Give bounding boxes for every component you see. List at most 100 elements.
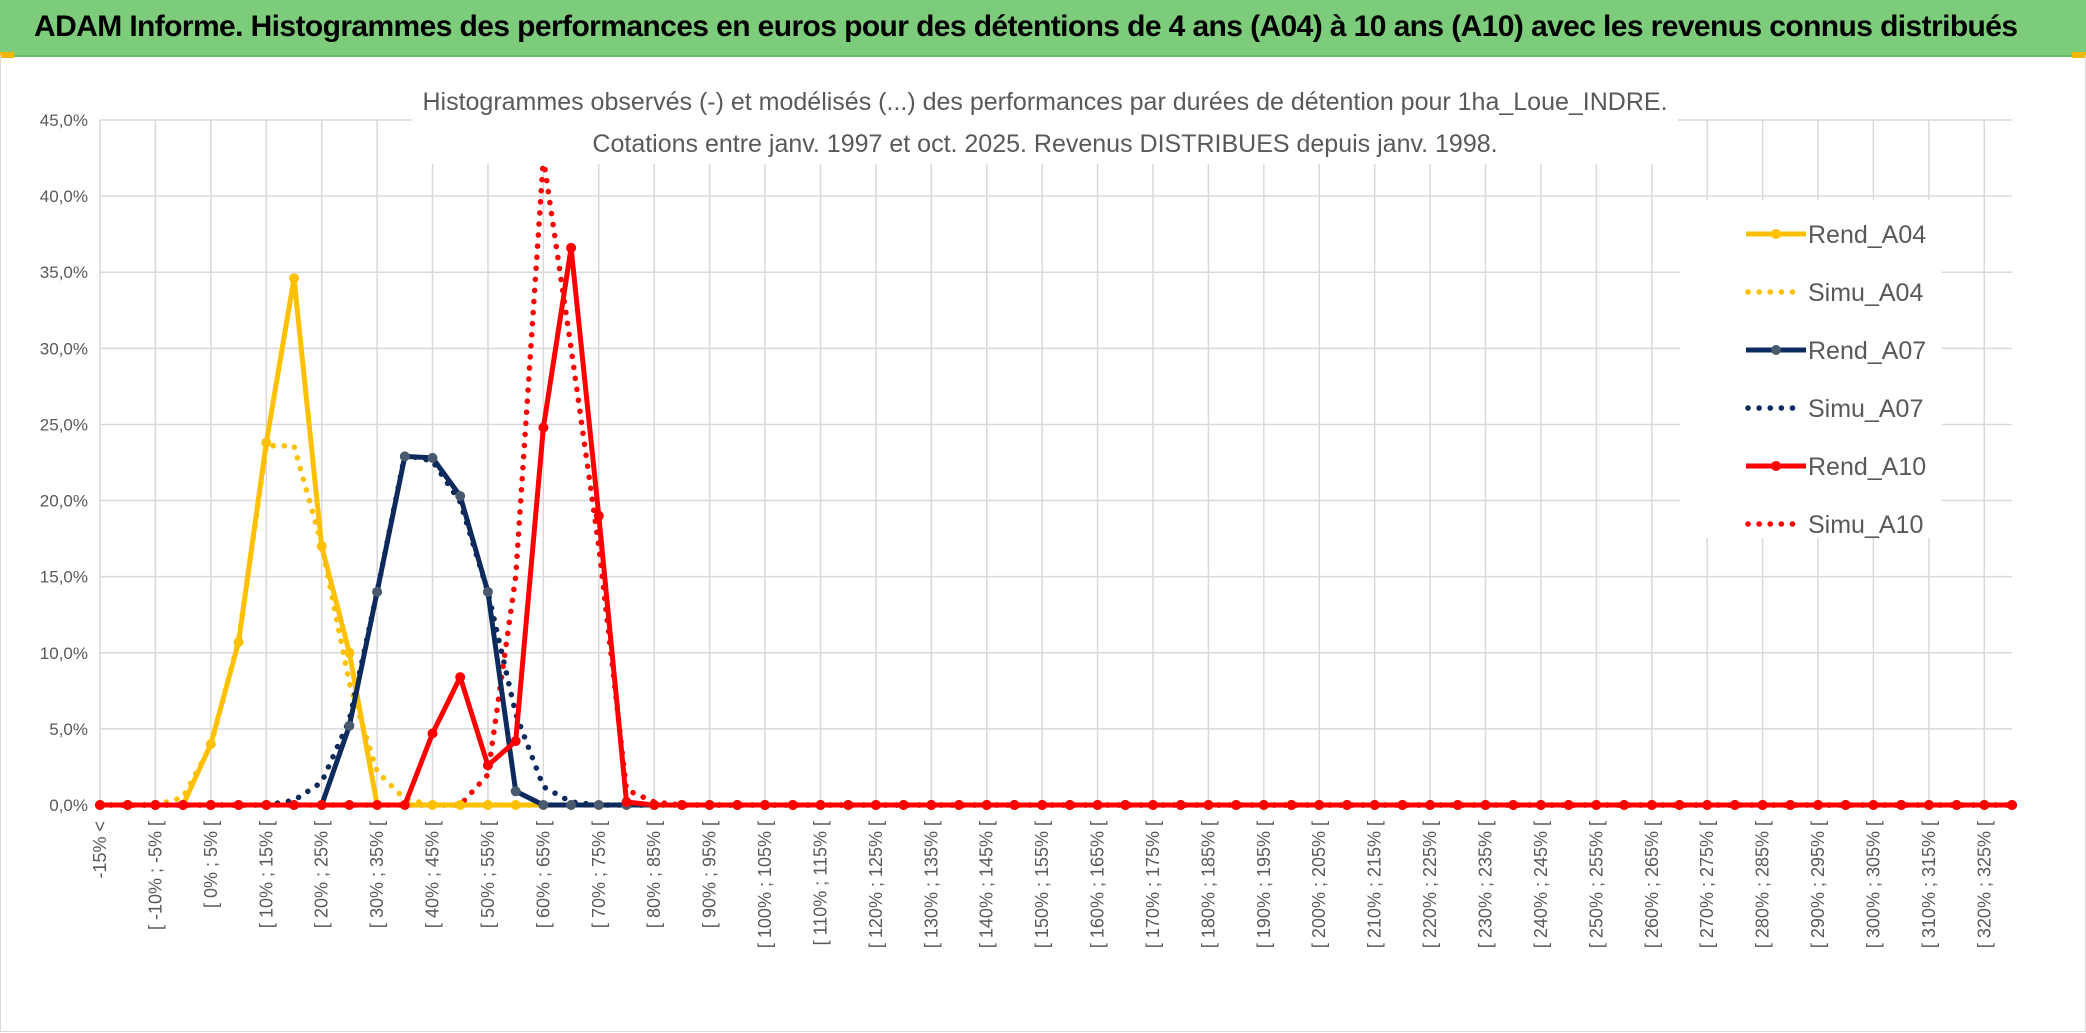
point-rend_a07 bbox=[399, 451, 410, 462]
point-rend_a10 bbox=[732, 800, 743, 810]
point-rend_a10 bbox=[815, 800, 826, 810]
legend: Rend_A04 Simu_A04 Rend_A07 Simu_A07 Rend_A10… bbox=[1680, 200, 1942, 539]
x-tick-label: [ 70% ; 75% [ bbox=[589, 821, 609, 928]
point-rend_a10 bbox=[1397, 800, 1408, 810]
legend-marker-rend_a07 bbox=[1771, 345, 1781, 355]
point-rend_a10 bbox=[372, 800, 383, 810]
point-rend_a10 bbox=[1286, 800, 1297, 810]
x-tick-label: [ -10% ; -5% [ bbox=[145, 821, 165, 930]
x-tick-label: [ 270% ; 275% [ bbox=[1697, 821, 1717, 948]
point-rend_a10 bbox=[150, 800, 161, 810]
x-tick-label: [ 170% ; 175% [ bbox=[1143, 821, 1163, 948]
x-tick-label: [ 40% ; 45% [ bbox=[423, 821, 443, 928]
x-tick-label: [ 60% ; 65% [ bbox=[533, 821, 553, 928]
point-rend_a07 bbox=[593, 800, 604, 810]
legend-label-simu_a07: Simu_A07 bbox=[1808, 395, 1923, 423]
legend-marker-rend_a04 bbox=[1771, 229, 1781, 239]
point-rend_a10 bbox=[2007, 800, 2017, 810]
x-tick-label: -15% < bbox=[90, 821, 110, 879]
point-rend_a10 bbox=[1203, 800, 1214, 810]
point-rend_a10 bbox=[1563, 800, 1574, 810]
point-rend_a04 bbox=[261, 437, 272, 448]
legend-label-simu_a10: Simu_A10 bbox=[1808, 511, 1923, 539]
y-tick-label: 40,0% bbox=[40, 187, 88, 206]
point-rend_a07 bbox=[538, 800, 549, 810]
point-rend_a04 bbox=[344, 647, 355, 658]
point-rend_a10 bbox=[926, 800, 937, 810]
point-rend_a07 bbox=[566, 800, 577, 810]
point-rend_a04 bbox=[482, 800, 493, 810]
x-axis-ticks: -15% < [ -10% ; -5% [[ 0% ; 5% [[ 10% ; 1… bbox=[90, 821, 1994, 948]
point-rend_a10 bbox=[205, 800, 216, 810]
x-tick-label: [ 300% ; 305% [ bbox=[1863, 821, 1883, 948]
point-rend_a10 bbox=[178, 800, 189, 810]
x-tick-label: [ 240% ; 245% [ bbox=[1531, 821, 1551, 948]
point-rend_a10 bbox=[676, 800, 687, 810]
point-rend_a10 bbox=[621, 797, 632, 807]
point-rend_a10 bbox=[1951, 800, 1962, 810]
point-rend_a10 bbox=[1009, 800, 1020, 810]
x-tick-label: [ 210% ; 215% [ bbox=[1365, 821, 1385, 948]
x-tick-label: [ 320% ; 325% [ bbox=[1974, 821, 1994, 948]
chart-title-block: Histogrammes observés (-) et modélisés (… bbox=[412, 80, 1678, 164]
y-tick-label: 5,0% bbox=[49, 720, 88, 739]
series-line-rend_a10 bbox=[97, 245, 2015, 808]
point-rend_a10 bbox=[510, 736, 521, 747]
point-rend_a10 bbox=[704, 800, 715, 810]
point-rend_a10 bbox=[760, 800, 770, 810]
point-rend_a10 bbox=[538, 422, 549, 433]
point-rend_a07 bbox=[455, 491, 466, 501]
point-rend_a10 bbox=[399, 800, 410, 810]
x-tick-label: [ 50% ; 55% [ bbox=[478, 821, 498, 928]
point-rend_a10 bbox=[1702, 800, 1713, 810]
x-tick-label: [ 80% ; 85% [ bbox=[644, 821, 664, 928]
point-rend_a10 bbox=[1148, 800, 1158, 810]
series-group bbox=[95, 155, 2017, 810]
point-rend_a07 bbox=[510, 786, 521, 797]
corner-mark-left bbox=[0, 52, 14, 58]
point-rend_a10 bbox=[1425, 800, 1436, 810]
y-tick-label: 30,0% bbox=[40, 339, 88, 358]
point-rend_a10 bbox=[1258, 800, 1269, 810]
point-rend_a07 bbox=[344, 720, 355, 731]
point-rend_a04 bbox=[233, 637, 244, 648]
x-tick-label: [ 180% ; 185% [ bbox=[1198, 821, 1218, 948]
x-tick-label: [ 140% ; 145% [ bbox=[977, 821, 997, 948]
point-rend_a10 bbox=[566, 242, 577, 253]
x-tick-label: [ 20% ; 25% [ bbox=[312, 821, 332, 928]
legend-label-rend_a07: Rend_A07 bbox=[1808, 337, 1926, 365]
x-tick-label: [ 100% ; 105% [ bbox=[755, 821, 775, 948]
point-rend_a04 bbox=[205, 739, 216, 750]
x-tick-label: [ 130% ; 135% [ bbox=[921, 821, 941, 948]
y-tick-label: 0,0% bbox=[49, 796, 88, 815]
point-rend_a10 bbox=[1591, 800, 1602, 810]
point-rend_a10 bbox=[1508, 800, 1519, 810]
point-rend_a04 bbox=[510, 800, 521, 810]
point-rend_a10 bbox=[1175, 800, 1186, 810]
x-tick-label: [ 90% ; 95% [ bbox=[700, 821, 720, 928]
x-tick-label: [ 220% ; 225% [ bbox=[1420, 821, 1440, 948]
point-rend_a10 bbox=[1064, 800, 1075, 810]
x-tick-label: [ 120% ; 125% [ bbox=[866, 821, 886, 948]
point-rend_a10 bbox=[1840, 800, 1851, 810]
point-rend_a10 bbox=[427, 728, 438, 739]
chart-title: Histogrammes observés (-) et modélisés (… bbox=[422, 88, 1667, 116]
legend-label-rend_a04: Rend_A04 bbox=[1808, 221, 1926, 249]
x-tick-label: [ 150% ; 155% [ bbox=[1032, 821, 1052, 948]
point-rend_a10 bbox=[261, 800, 272, 810]
point-rend_a10 bbox=[1092, 800, 1103, 810]
point-rend_a04 bbox=[316, 541, 327, 552]
point-rend_a10 bbox=[1120, 800, 1131, 810]
point-rend_a07 bbox=[372, 586, 383, 597]
report-banner: ADAM Informe. Histogrammes des performan… bbox=[0, 0, 2086, 57]
point-rend_a10 bbox=[1369, 800, 1380, 810]
point-rend_a10 bbox=[1868, 800, 1879, 810]
point-rend_a10 bbox=[316, 800, 327, 810]
point-rend_a10 bbox=[954, 800, 964, 810]
point-rend_a10 bbox=[870, 800, 881, 810]
point-rend_a10 bbox=[1757, 800, 1768, 810]
point-rend_a10 bbox=[1729, 800, 1740, 810]
x-tick-label: [ 190% ; 195% [ bbox=[1254, 821, 1274, 948]
x-tick-label: [ 0% ; 5% [ bbox=[201, 821, 221, 908]
